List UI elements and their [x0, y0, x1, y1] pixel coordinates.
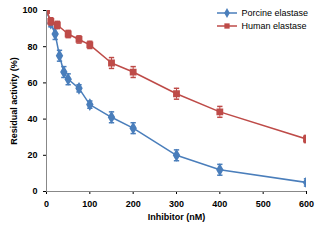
svg-text:80: 80	[27, 42, 37, 52]
svg-text:Inhibitor (nM): Inhibitor (nM)	[148, 212, 205, 222]
svg-text:600: 600	[299, 199, 314, 209]
svg-text:400: 400	[212, 199, 227, 209]
svg-text:Residual activity (%): Residual activity (%)	[9, 57, 19, 145]
html-text:Porcine elastase: Porcine elastase	[241, 7, 308, 18]
svg-text:60: 60	[27, 78, 37, 88]
svg-text:40: 40	[27, 114, 37, 124]
svg-text:100: 100	[82, 199, 97, 209]
svg-text:200: 200	[126, 199, 141, 209]
svg-text:500: 500	[256, 199, 271, 209]
svg-text:0: 0	[44, 199, 49, 209]
svg-text:0: 0	[32, 186, 37, 196]
svg-text:300: 300	[169, 199, 184, 209]
html-text:Human elastase: Human elastase	[241, 20, 307, 31]
svg-text:100: 100	[22, 5, 37, 15]
svg-text:20: 20	[27, 150, 37, 160]
